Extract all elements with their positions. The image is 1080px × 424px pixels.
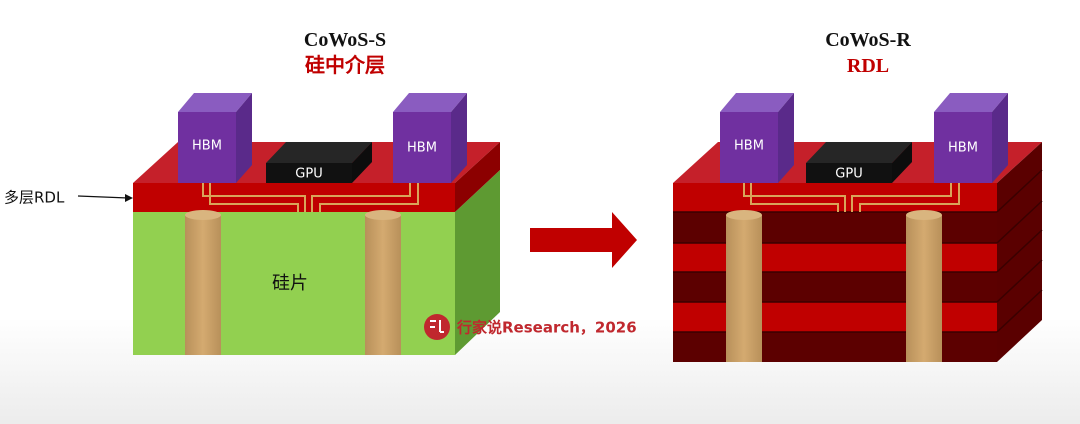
watermark-icon (424, 314, 450, 340)
left-title: CoWoS-S (304, 29, 386, 51)
pointer-line (77, 195, 129, 199)
rdl-label: 多层RDL (4, 189, 65, 207)
gpu-label: GPU (295, 167, 322, 182)
hbm-label: HBM (734, 139, 764, 154)
hbm-label: HBM (407, 141, 437, 156)
gpu-label: GPU (835, 167, 862, 182)
right-title: CoWoS-R (825, 29, 911, 51)
silicon-label: 硅片 (272, 273, 308, 294)
watermark: 行家说Research，2026 (456, 319, 637, 337)
pointer-head (125, 194, 133, 202)
hbm-label: HBM (192, 139, 222, 154)
arrow (530, 212, 637, 268)
cowos-r: GPU HBM HBM (673, 93, 1043, 362)
watermark-glyph (430, 320, 444, 333)
right-subtitle: RDL (847, 55, 889, 77)
left-subtitle: 硅中介层 (305, 53, 385, 77)
hbm-label: HBM (948, 141, 978, 156)
cowos-s: GPU HBM HBM 硅片 (133, 93, 500, 355)
